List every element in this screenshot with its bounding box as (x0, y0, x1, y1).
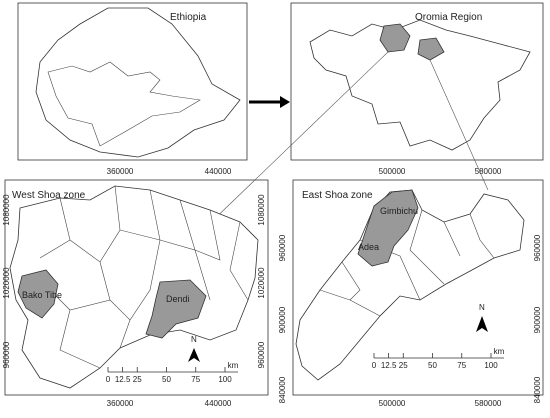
y-tick-label: 1080000 (2, 194, 11, 226)
gimbichu-adea (357, 189, 419, 267)
scale-unit: km (228, 361, 239, 370)
panel-frame (17, 2, 248, 161)
x-tick-label: 360000 (107, 399, 134, 408)
oromia-outline (309, 19, 531, 151)
y-tick-label: 960000 (278, 234, 287, 261)
panel-title: Oromia Region (415, 12, 482, 23)
x-tick-label: 360000 (107, 167, 134, 176)
ethiopia-outline (35, 7, 241, 158)
north-label: N (479, 303, 485, 312)
x-tick-label: 440000 (205, 399, 232, 408)
panel-title: West Shoa zone (12, 190, 86, 201)
x-tick-label: 440000 (205, 167, 232, 176)
panel-frame (4, 179, 269, 396)
scale-bar: 0 12.5 25 50 75 100 km (372, 347, 505, 370)
scale-label: 100 (484, 361, 498, 370)
district-label: Dendi (166, 294, 190, 304)
x-tick-label: 500000 (379, 399, 406, 408)
west-shoa-highlight (379, 23, 411, 53)
scale-label: 25 (399, 361, 408, 370)
y-tick-label: 840000 (533, 376, 542, 403)
scale-label: 50 (162, 375, 171, 384)
y-tick-label: 840000 (278, 376, 287, 403)
panel-frame (290, 2, 544, 161)
scale-label: 12.5 (381, 361, 397, 370)
north-arrow (188, 348, 200, 362)
east-shoa-highlight (417, 37, 445, 61)
dendi (145, 279, 207, 339)
scale-unit: km (494, 347, 505, 356)
bako-tibe (17, 269, 59, 319)
oromia-outline (47, 61, 201, 147)
y-tick-label: 1020000 (257, 267, 266, 299)
y-tick-label: 960000 (257, 341, 266, 368)
arrow-head (280, 96, 290, 108)
district-label: Bako Tibe (22, 290, 62, 300)
scale-label: 75 (191, 375, 200, 384)
y-tick-label: 960000 (533, 234, 542, 261)
connector (429, 59, 489, 191)
scale-label: 25 (133, 375, 142, 384)
district-label: Adea (358, 242, 379, 252)
north-label: N (191, 335, 197, 344)
scale-label: 75 (457, 361, 466, 370)
panel-title: Ethiopia (170, 12, 207, 23)
north-arrow (476, 316, 488, 332)
connector (204, 51, 389, 229)
scale-label: 0 (372, 361, 377, 370)
scale-bar: 0 12.5 25 50 75 100 km (106, 361, 239, 384)
y-tick-label: 900000 (533, 306, 542, 333)
y-tick-label: 960000 (2, 341, 11, 368)
scale-label: 0 (106, 375, 111, 384)
y-tick-label: 900000 (278, 306, 287, 333)
scale-label: 12.5 (115, 375, 131, 384)
district-label: Gimbichu (380, 206, 418, 216)
x-tick-label: 580000 (475, 399, 502, 408)
panel-frame (292, 179, 544, 396)
scale-label: 100 (218, 375, 232, 384)
panel-title: East Shoa zone (302, 190, 373, 201)
scale-label: 50 (428, 361, 437, 370)
y-tick-label: 1080000 (257, 194, 266, 226)
x-tick-label: 580000 (475, 167, 502, 176)
y-tick-label: 1020000 (2, 267, 11, 299)
x-tick-label: 500000 (379, 167, 406, 176)
